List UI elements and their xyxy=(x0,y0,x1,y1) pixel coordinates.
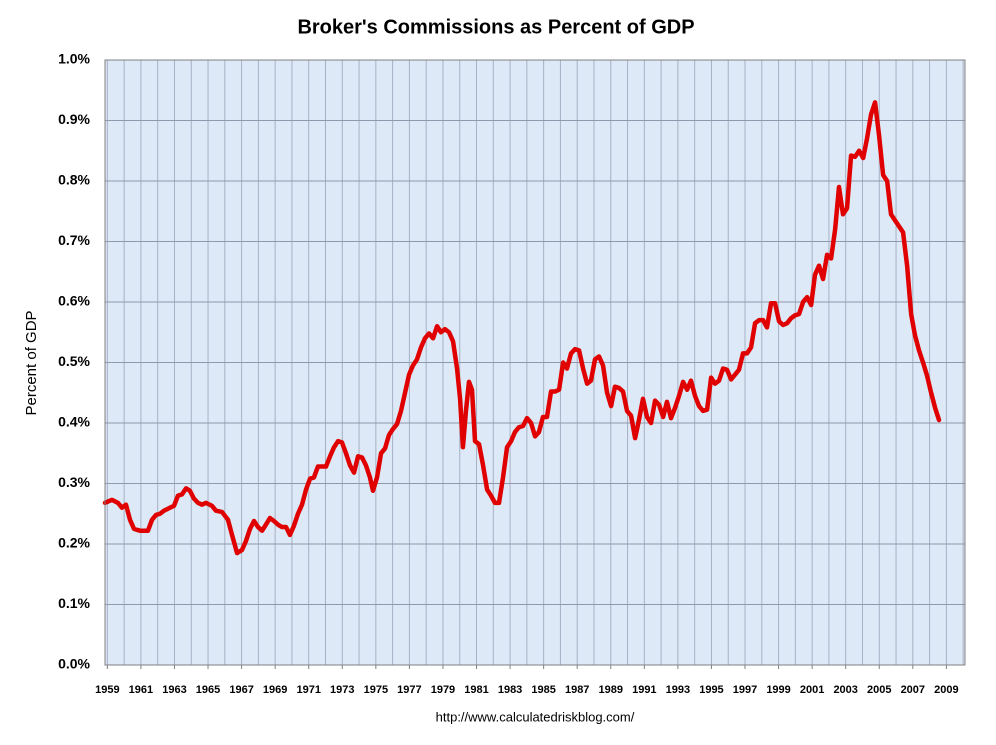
x-tick-label: 1975 xyxy=(364,684,388,696)
x-tick-label: 1969 xyxy=(263,684,287,696)
y-tick-label: 0.6% xyxy=(58,293,90,309)
x-tick-label: 1971 xyxy=(296,684,320,696)
y-tick-label: 0.0% xyxy=(58,656,90,672)
x-tick-label: 1977 xyxy=(397,684,421,696)
y-tick-label: 0.8% xyxy=(58,172,90,188)
x-tick-label: 1997 xyxy=(733,684,757,696)
x-tick-label: 1965 xyxy=(196,684,220,696)
source: http://www.calculatedriskblog.com/ xyxy=(436,709,635,724)
y-tick-label: 1.0% xyxy=(58,51,90,67)
x-tick-label: 2009 xyxy=(934,684,958,696)
data-line xyxy=(102,100,942,556)
x-tick-label: 1995 xyxy=(699,684,723,696)
plot-border xyxy=(104,59,966,666)
x-tick-label: 1999 xyxy=(766,684,790,696)
chart-title: Broker's Commissions as Percent of GDP xyxy=(297,16,694,38)
x-tick-label: 1989 xyxy=(599,684,623,696)
x-tick-label: 1985 xyxy=(531,684,555,696)
y-tick-label: 0.1% xyxy=(58,595,90,611)
y-axis-label: Percent of GDP xyxy=(23,310,40,415)
y-tick-label: 0.5% xyxy=(58,353,90,369)
y-tick-label: 0.3% xyxy=(58,474,90,490)
x-tick-label: 1961 xyxy=(129,684,153,696)
x-tick-label: 1981 xyxy=(464,684,488,696)
x-tick-label: 1987 xyxy=(565,684,589,696)
y-tick-label: 0.4% xyxy=(58,414,90,430)
x-tick-label: 1979 xyxy=(431,684,455,696)
x-tick-label: 1991 xyxy=(632,684,656,696)
y-tick-label: 0.9% xyxy=(58,111,90,127)
x-tick-label: 2003 xyxy=(833,684,857,696)
y-tick-label: 0.7% xyxy=(58,232,90,248)
x-tick-label: 1973 xyxy=(330,684,354,696)
x-tick-label: 2001 xyxy=(800,684,824,696)
x-tick-label: 1963 xyxy=(162,684,186,696)
y-tick-label: 0.2% xyxy=(58,535,90,551)
x-tick-label: 1959 xyxy=(95,684,119,696)
x-tick-label: 1983 xyxy=(498,684,522,696)
x-tick-label: 2007 xyxy=(901,684,925,696)
x-tick-label: 1967 xyxy=(229,684,253,696)
x-tick-label: 1993 xyxy=(666,684,690,696)
x-tick-label: 2005 xyxy=(867,684,891,696)
